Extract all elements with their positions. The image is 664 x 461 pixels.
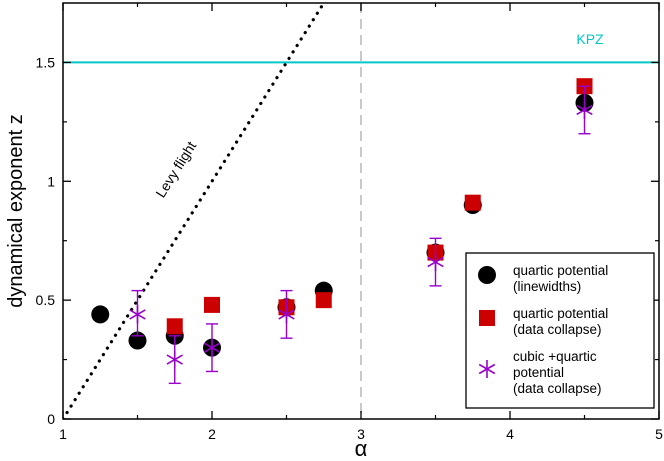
series-3-point-stroke xyxy=(278,309,295,320)
x-tick-label: 1 xyxy=(59,426,67,442)
y-axis-title: dynamical exponent z xyxy=(5,114,27,307)
legend-marker-stroke xyxy=(478,363,496,375)
y-tick-label: 1.5 xyxy=(36,54,56,70)
axes: 1 2 3 4 5 0 0.5 1 1.5 α dynamical exponent z xyxy=(5,2,663,461)
legend-label: (linewidths) xyxy=(513,279,581,294)
legend-label: (data collapse) xyxy=(513,381,602,396)
legend-label: (data collapse) xyxy=(513,322,602,337)
x-tick-label: 4 xyxy=(506,426,514,442)
series-3-point-stroke xyxy=(129,309,146,320)
series-3-point-stroke xyxy=(427,256,444,268)
series-3-point xyxy=(278,305,295,324)
legend-label: cubic +quartic xyxy=(513,349,597,364)
series-2-point xyxy=(315,292,332,309)
legend-box xyxy=(465,252,655,409)
legend-label: quartic potential xyxy=(513,306,608,321)
kpz-label: KPZ xyxy=(576,31,604,47)
series-2-point xyxy=(464,194,481,211)
legend-entry-2: quartic potential(data collapse) xyxy=(479,306,608,337)
legend-marker xyxy=(479,310,495,326)
series-2-point xyxy=(204,296,220,313)
reference-lines xyxy=(63,3,659,419)
legend-marker xyxy=(478,266,496,284)
x-tick-label: 3 xyxy=(357,426,365,442)
x-tick-label: 5 xyxy=(655,426,663,442)
legend-marker xyxy=(478,360,496,378)
y-tick-label: 0 xyxy=(47,411,55,427)
legend: quartic potential(linewidths)quartic pot… xyxy=(465,252,655,409)
series-3-point xyxy=(166,350,183,369)
series-3-point-stroke xyxy=(203,342,221,353)
legend-entry-1: quartic potential(linewidths) xyxy=(478,263,608,294)
x-tick-label: 2 xyxy=(208,426,216,442)
y-tick-label: 0.5 xyxy=(36,292,56,308)
series-2-point xyxy=(166,318,183,335)
series-1-point xyxy=(91,305,110,324)
series-3-point xyxy=(203,338,221,357)
series-3-point xyxy=(129,305,146,324)
legend-label: potential xyxy=(513,365,564,380)
series-3-point-stroke xyxy=(576,104,593,116)
y-tick-label: 1 xyxy=(47,173,55,189)
series-3 xyxy=(129,85,593,385)
levy-flight-label: Levy flight xyxy=(152,138,199,200)
series-3-point xyxy=(427,253,444,272)
x-axis-title: α xyxy=(355,436,368,461)
series-3-point-stroke xyxy=(166,354,183,365)
series-3-point xyxy=(576,100,593,119)
legend-label: quartic potential xyxy=(513,263,608,278)
